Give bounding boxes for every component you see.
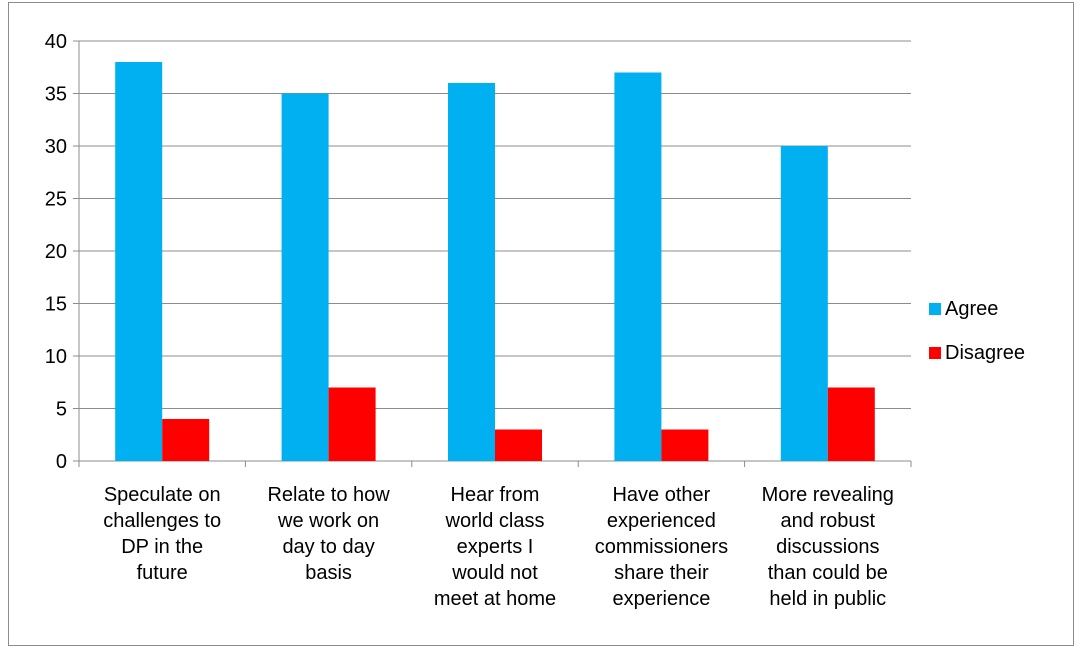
category-label-line: experienced	[607, 510, 716, 532]
bar-agree-4	[614, 72, 662, 461]
y-tick-label: 30	[45, 136, 67, 158]
bar-agree-2	[281, 93, 329, 461]
category-label-line: meet at home	[434, 588, 556, 610]
category-label-line: Relate to how	[267, 484, 390, 506]
category-label-line: world class	[445, 510, 545, 532]
category-label-1: Speculate on challenges to DP in the future	[103, 484, 221, 584]
bar-agree-5	[780, 146, 828, 461]
bar-disagree-2	[328, 387, 376, 461]
category-label-line: and robust	[781, 510, 876, 532]
category-label-3: Hear from world class experts I would not me…	[434, 484, 556, 610]
y-tick-label: 35	[45, 84, 67, 106]
chart-frame: 0 5 10 15 20 25 30 35 40 Speculate on challenges …	[8, 2, 1074, 646]
y-tick-label: 15	[45, 294, 67, 316]
category-labels: Speculate on challenges to DP in the future…	[103, 484, 894, 610]
category-label-line: than could be	[768, 562, 888, 584]
bar-agree-1	[115, 62, 163, 461]
y-tick-label: 5	[56, 399, 67, 421]
category-label-line: discussions	[776, 536, 879, 558]
y-tick-label: 25	[45, 189, 67, 211]
category-label-line: basis	[305, 562, 352, 584]
category-label-line: commissioners	[595, 536, 728, 558]
category-label-line: More revealing	[762, 484, 894, 506]
category-label-line: experience	[612, 588, 710, 610]
legend-label-disagree: Disagree	[945, 342, 1025, 364]
y-tick-labels: 0 5 10 15 20 25 30 35 40	[45, 31, 67, 473]
category-label-line: experts I	[457, 536, 534, 558]
legend-swatch-agree	[929, 303, 941, 315]
category-label-line: share their	[614, 562, 709, 584]
bars	[115, 62, 875, 461]
y-tick-label: 10	[45, 346, 67, 368]
category-label-line: DP in the	[121, 536, 203, 558]
category-label-line: challenges to	[103, 510, 221, 532]
legend-swatch-disagree	[929, 347, 941, 359]
bar-disagree-5	[827, 387, 875, 461]
bar-disagree-4	[661, 429, 709, 461]
category-label-line: we work on	[277, 510, 379, 532]
category-label-line: would not	[451, 562, 538, 584]
category-label-line: Speculate on	[104, 484, 221, 506]
bar-disagree-3	[495, 429, 542, 461]
category-label-line: Have other	[612, 484, 710, 506]
bar-agree-3	[448, 83, 495, 461]
y-tick-label: 40	[45, 31, 67, 53]
category-label-line: day to day	[282, 536, 374, 558]
category-label-line: Hear from	[451, 484, 540, 506]
category-label-line: held in public	[769, 588, 886, 610]
category-label-4: Have other experienced commissioners share …	[595, 484, 728, 610]
bar-chart: 0 5 10 15 20 25 30 35 40 Speculate on challenges …	[45, 31, 1025, 610]
bar-disagree-1	[162, 419, 210, 461]
y-tick-label: 0	[56, 451, 67, 473]
category-label-5: More revealing and robust discussions than …	[762, 484, 894, 610]
category-label-2: Relate to how we work on day to day basis	[267, 484, 390, 584]
y-tick-label: 20	[45, 241, 67, 263]
category-label-line: future	[137, 562, 188, 584]
legend: Agree Disagree	[929, 298, 1025, 364]
legend-label-agree: Agree	[945, 298, 998, 320]
